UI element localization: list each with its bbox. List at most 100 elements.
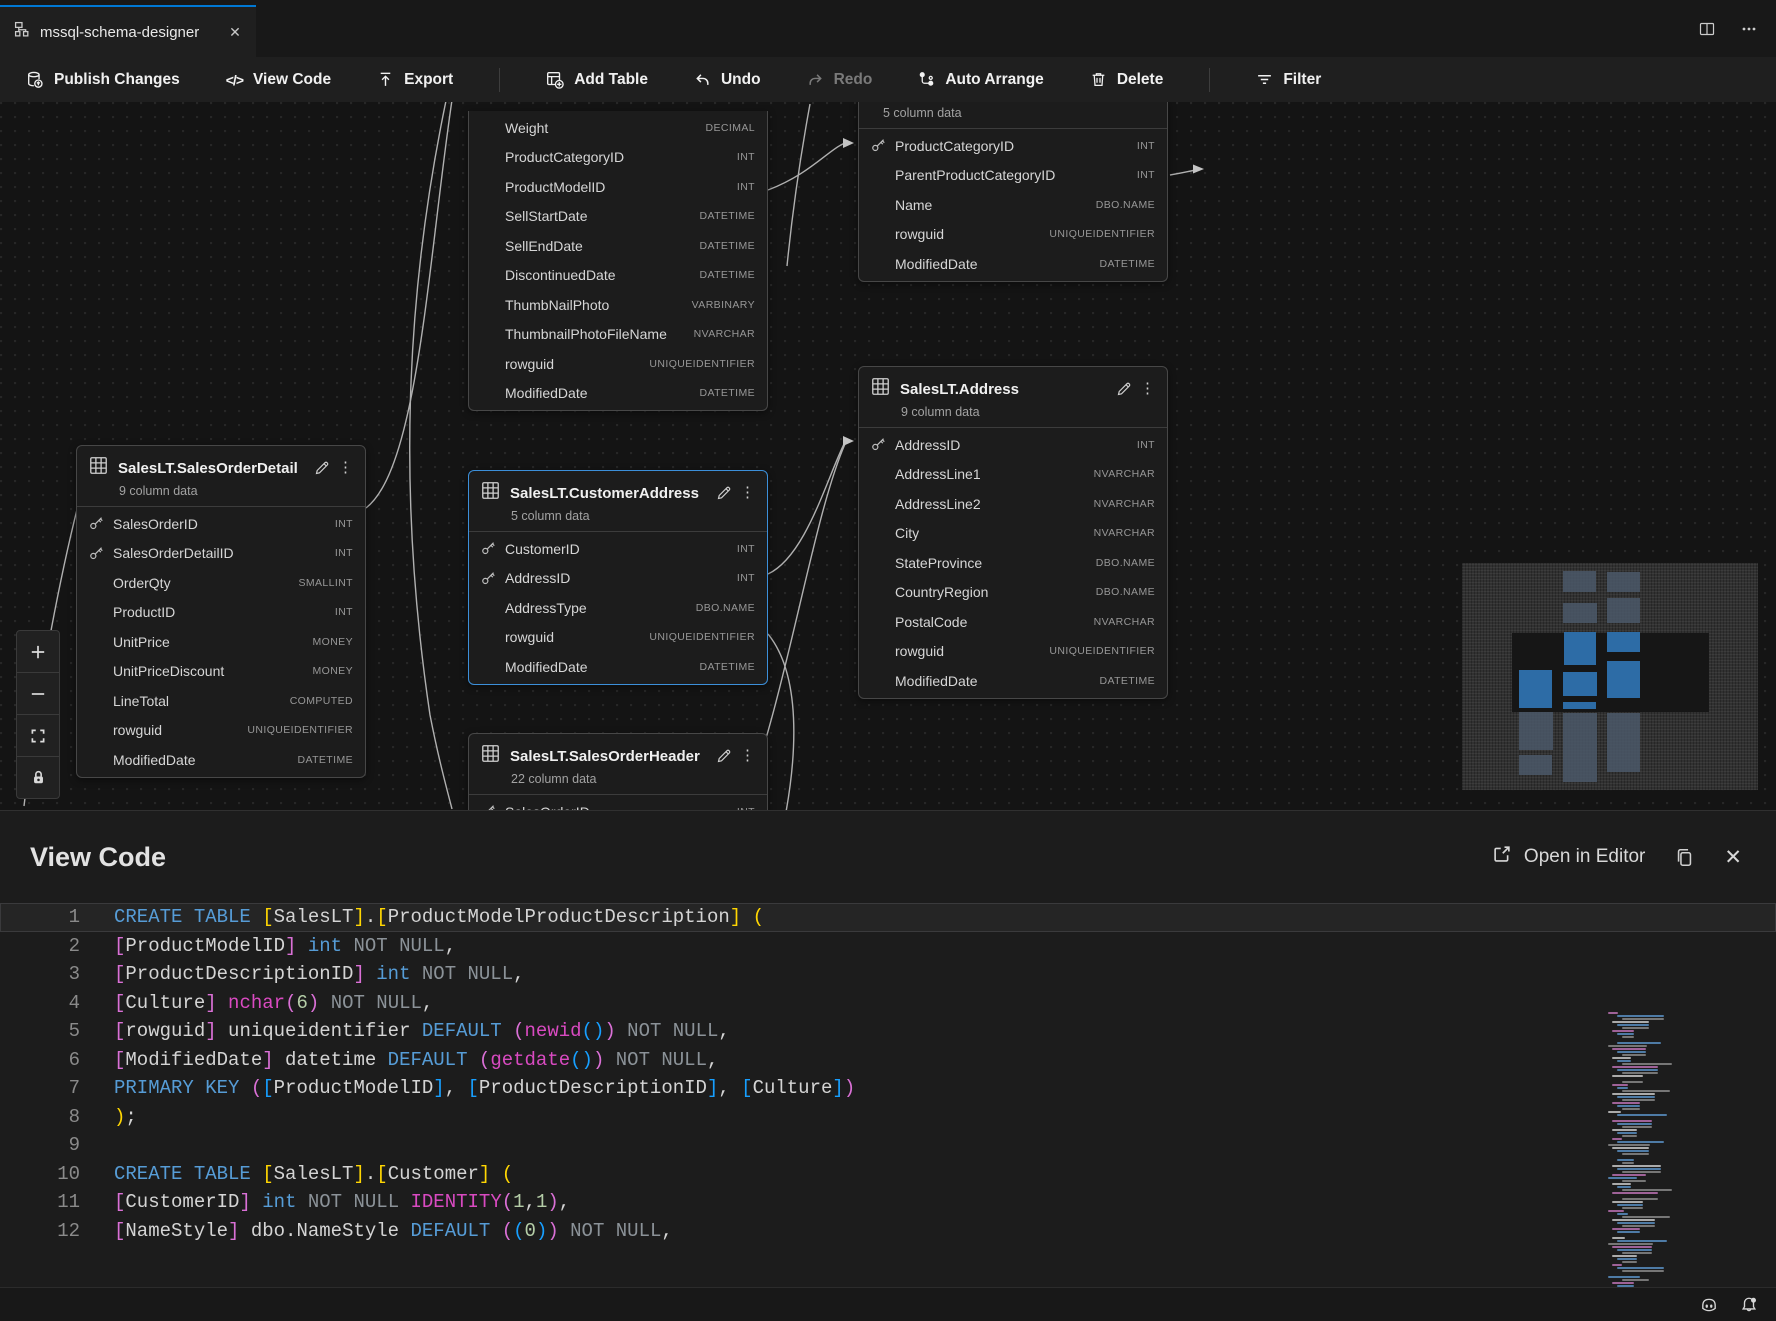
redo-button[interactable]: Redo: [807, 71, 872, 89]
column-row-AddressLine2[interactable]: AddressLine2 NVARCHAR: [859, 489, 1167, 519]
open-in-editor-button[interactable]: Open in Editor: [1492, 844, 1645, 870]
tab-bar-actions: [256, 0, 1776, 57]
column-row-CountryRegion[interactable]: CountryRegion DBO.NAME: [859, 578, 1167, 608]
column-type: DATETIME: [297, 753, 353, 766]
column-row-LineTotal[interactable]: LineTotal COMPUTED: [77, 686, 365, 716]
column-row-ProductModelID[interactable]: ProductModelID INT: [469, 172, 767, 202]
copilot-icon[interactable]: [1700, 1296, 1718, 1314]
column-row-AddressType[interactable]: AddressType DBO.NAME: [469, 593, 767, 623]
sql-code-editor[interactable]: 1 CREATE TABLE [SalesLT].[ProductModelPro…: [0, 903, 1776, 1287]
notifications-bell-icon[interactable]: [1740, 1296, 1758, 1314]
code-line-2[interactable]: 2 [ProductModelID] int NOT NULL,: [68, 934, 457, 957]
column-row-rowguid[interactable]: rowguid UNIQUEIDENTIFIER: [469, 349, 767, 379]
column-row-UnitPrice[interactable]: UnitPrice MONEY: [77, 627, 365, 657]
column-name: ModifiedDate: [895, 672, 978, 689]
edit-table-icon[interactable]: [314, 460, 330, 476]
export-button[interactable]: Export: [377, 71, 453, 89]
filter-button[interactable]: Filter: [1256, 71, 1321, 89]
table-subtitle: 9 column data: [119, 484, 198, 498]
column-row-ModifiedDate[interactable]: ModifiedDate DATETIME: [469, 379, 767, 409]
column-row-AddressLine1[interactable]: AddressLine1 NVARCHAR: [859, 460, 1167, 490]
code-line-10[interactable]: 10 CREATE TABLE [SalesLT].[Customer] (: [57, 1162, 514, 1185]
zoom-out-button[interactable]: [17, 672, 59, 714]
tab-mssql-schema-designer[interactable]: mssql-schema-designer ✕: [0, 5, 256, 57]
column-row-Weight[interactable]: Weight DECIMAL: [469, 113, 767, 143]
column-row-AddressID[interactable]: AddressID INT: [859, 430, 1167, 460]
column-row-DiscontinuedDate[interactable]: DiscontinuedDate DATETIME: [469, 261, 767, 291]
table-subtitle: 5 column data: [883, 106, 962, 120]
add-table-button[interactable]: Add Table: [546, 71, 648, 89]
column-row-rowguid[interactable]: rowguid UNIQUEIDENTIFIER: [859, 220, 1167, 250]
close-panel-icon[interactable]: ✕: [1724, 845, 1742, 869]
table-node-customer-address[interactable]: SalesLT.CustomerAddress ⋮ 5 column data Cus…: [468, 470, 768, 685]
column-row-ThumbnailPhotoFileName[interactable]: ThumbnailPhotoFileName NVARCHAR: [469, 320, 767, 350]
more-actions-icon[interactable]: [1736, 16, 1762, 42]
auto-arrange-button[interactable]: Auto Arrange: [918, 71, 1044, 89]
code-line-12[interactable]: 12 [NameStyle] dbo.NameStyle DEFAULT ((0)…: [57, 1219, 673, 1242]
lock-button[interactable]: [17, 756, 59, 798]
auto-arrange-icon: [918, 71, 935, 88]
table-menu-icon[interactable]: ⋮: [1140, 380, 1155, 397]
column-row-ProductID[interactable]: ProductID INT: [77, 598, 365, 628]
table-node-sales-order-detail[interactable]: SalesLT.SalesOrderDetail ⋮ 9 column data Sa…: [76, 445, 366, 778]
column-row-ModifiedDate[interactable]: ModifiedDate DATETIME: [77, 745, 365, 775]
column-row-ThumbNailPhoto[interactable]: ThumbNailPhoto VARBINARY: [469, 290, 767, 320]
code-line-7[interactable]: 7 PRIMARY KEY ([ProductModelID], [Product…: [68, 1077, 856, 1100]
column-row-rowguid[interactable]: rowguid UNIQUEIDENTIFIER: [859, 637, 1167, 667]
edit-table-icon[interactable]: [716, 748, 732, 764]
column-row-PostalCode[interactable]: PostalCode NVARCHAR: [859, 607, 1167, 637]
column-row-ModifiedDate[interactable]: ModifiedDate DATETIME: [859, 666, 1167, 696]
table-menu-icon[interactable]: ⋮: [338, 459, 353, 476]
code-line-11[interactable]: 11 [CustomerID] int NOT NULL IDENTITY(1,1…: [57, 1191, 571, 1214]
column-row-rowguid[interactable]: rowguid UNIQUEIDENTIFIER: [469, 623, 767, 653]
column-row-ModifiedDate[interactable]: ModifiedDate DATETIME: [859, 249, 1167, 279]
edit-table-icon[interactable]: [1116, 381, 1132, 397]
column-row-StateProvince[interactable]: StateProvince DBO.NAME: [859, 548, 1167, 578]
split-editor-icon[interactable]: [1694, 16, 1720, 42]
delete-button[interactable]: Delete: [1090, 71, 1163, 89]
code-line-9[interactable]: 9: [68, 1134, 80, 1157]
table-grid-icon: [481, 481, 500, 505]
code-line-4[interactable]: 4 [Culture] nchar(6) NOT NULL,: [68, 991, 434, 1014]
column-row-ModifiedDate[interactable]: ModifiedDate DATETIME: [469, 652, 767, 682]
column-name: AddressType: [505, 599, 587, 616]
code-minimap[interactable]: [1608, 1012, 1672, 1287]
code-line-8[interactable]: 8);: [68, 1105, 137, 1128]
code-line-3[interactable]: 3 [ProductDescriptionID] int NOT NULL,: [68, 963, 525, 986]
schema-canvas[interactable]: Weight DECIMAL ProductCategoryID INT Product…: [0, 102, 1776, 810]
table-node-product[interactable]: Weight DECIMAL ProductCategoryID INT Product…: [468, 111, 768, 411]
undo-button[interactable]: Undo: [694, 71, 761, 89]
column-type: DATETIME: [699, 269, 755, 282]
column-row-UnitPriceDiscount[interactable]: UnitPriceDiscount MONEY: [77, 657, 365, 687]
column-row-ParentProductCategoryID[interactable]: ParentProductCategoryID INT: [859, 161, 1167, 191]
zoom-in-button[interactable]: [17, 631, 59, 672]
column-row-City[interactable]: City NVARCHAR: [859, 519, 1167, 549]
code-line-5[interactable]: 5 [rowguid] uniqueidentifier DEFAULT (new…: [68, 1020, 730, 1043]
table-menu-icon[interactable]: ⋮: [740, 747, 755, 764]
column-row-AddressID[interactable]: AddressID INT: [469, 564, 767, 594]
view-code-button[interactable]: </> View Code: [225, 70, 332, 88]
column-row-OrderQty[interactable]: OrderQty SMALLINT: [77, 568, 365, 598]
code-line-1[interactable]: 1 CREATE TABLE [SalesLT].[ProductModelPro…: [0, 903, 1776, 932]
table-menu-icon[interactable]: ⋮: [740, 484, 755, 501]
copy-code-icon[interactable]: [1675, 848, 1694, 867]
column-row-rowguid[interactable]: rowguid UNIQUEIDENTIFIER: [77, 716, 365, 746]
column-row-SalesOrderID[interactable]: SalesOrderID INT: [469, 797, 767, 810]
code-line-6[interactable]: 6 [ModifiedDate] datetime DEFAULT (getdat…: [68, 1048, 719, 1071]
fit-view-button[interactable]: [17, 714, 59, 756]
canvas-minimap[interactable]: [1462, 563, 1758, 790]
publish-changes-button[interactable]: Publish Changes: [26, 71, 180, 89]
column-row-SalesOrderDetailID[interactable]: SalesOrderDetailID INT: [77, 539, 365, 569]
column-row-Name[interactable]: Name DBO.NAME: [859, 190, 1167, 220]
column-row-SellEndDate[interactable]: SellEndDate DATETIME: [469, 231, 767, 261]
column-row-ProductCategoryID[interactable]: ProductCategoryID INT: [469, 143, 767, 173]
column-row-ProductCategoryID[interactable]: ProductCategoryID INT: [859, 131, 1167, 161]
table-node-sales-order-header[interactable]: SalesLT.SalesOrderHeader ⋮ 22 column data S…: [468, 733, 768, 810]
column-row-SalesOrderID[interactable]: SalesOrderID INT: [77, 509, 365, 539]
column-row-SellStartDate[interactable]: SellStartDate DATETIME: [469, 202, 767, 232]
column-row-CustomerID[interactable]: CustomerID INT: [469, 534, 767, 564]
tab-close-icon[interactable]: ✕: [229, 23, 241, 40]
edit-table-icon[interactable]: [716, 485, 732, 501]
table-node-product-category[interactable]: 5 column data ProductCategoryID INT ParentP…: [858, 102, 1168, 282]
table-node-address[interactable]: SalesLT.Address ⋮ 9 column data AddressID IN…: [858, 366, 1168, 699]
